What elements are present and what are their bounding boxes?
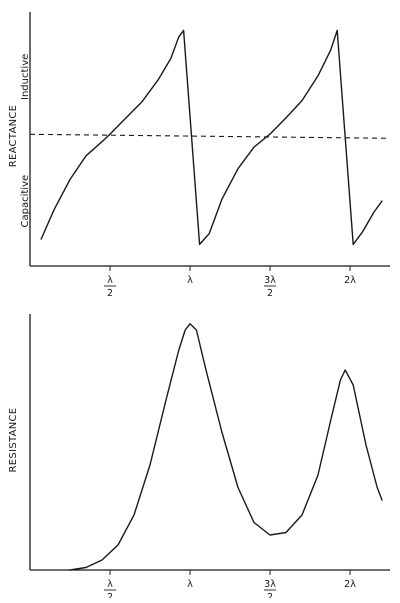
- resistance-x-tick-numerator-0: λ: [107, 579, 113, 590]
- reactance-x-tick-denominator-2: 2: [267, 288, 273, 299]
- resistance-x-tick-numerator-2: 3λ: [264, 579, 276, 590]
- resistance-x-tick-denominator-2: 2: [267, 592, 273, 598]
- resistance-curve-0: [70, 324, 382, 570]
- capacitive-label: Capacitive: [20, 175, 31, 228]
- reactance-x-tick-label-1: λ: [187, 275, 193, 286]
- reactance-x-tick-numerator-2: 3λ: [264, 275, 276, 286]
- resistance-x-tick-label-3: 2λ: [344, 579, 356, 590]
- inductive-label: Inductive: [20, 54, 31, 100]
- reactance-x-tick-label-2: 3λ2: [264, 275, 276, 299]
- reactance-x-tick-numerator-1: λ: [187, 275, 193, 286]
- resistance-x-tick-label-0: λ2: [104, 579, 116, 598]
- resistance-x-tick-denominator-0: 2: [107, 592, 113, 598]
- reactance-y-axis-label: REACTANCE: [8, 105, 19, 168]
- resistance-y-axis-label: RESISTANCE: [8, 408, 19, 473]
- resistance-x-tick-label-1: λ: [187, 579, 193, 590]
- zero-reactance-line: [30, 134, 390, 138]
- resistance-x-tick-label-2: 3λ2: [264, 579, 276, 598]
- resistance-x-tick-numerator-1: λ: [187, 579, 193, 590]
- reactance-x-tick-numerator-3: 2λ: [344, 275, 356, 286]
- reactance-x-tick-label-3: 2λ: [344, 275, 356, 286]
- reactance-x-tick-denominator-0: 2: [107, 288, 113, 299]
- reactance-x-tick-label-0: λ2: [104, 275, 116, 299]
- resistance-x-tick-numerator-3: 2λ: [344, 579, 356, 590]
- reactance-x-tick-numerator-0: λ: [107, 275, 113, 286]
